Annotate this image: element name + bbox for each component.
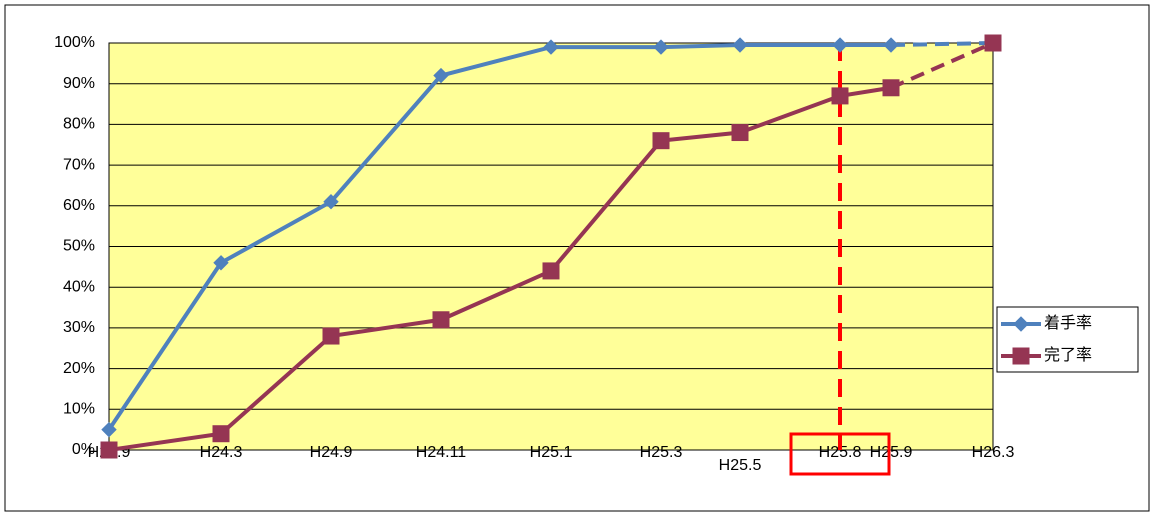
x-tick-label: H25.9 — [870, 444, 913, 461]
legend-marker — [1013, 316, 1029, 332]
marker — [432, 311, 450, 329]
marker — [883, 37, 899, 53]
y-tick-label: 60% — [63, 197, 95, 214]
marker — [101, 421, 117, 438]
marker — [731, 124, 749, 142]
x-tick-label: H24.3 — [200, 444, 243, 461]
marker — [984, 34, 1002, 52]
y-tick-label: 40% — [63, 278, 95, 295]
y-tick-label: 0% — [72, 441, 95, 458]
series-line-dashed — [890, 41, 994, 90]
x-tick-label: H25.5 — [719, 457, 762, 474]
y-tick-label: 80% — [63, 116, 95, 133]
marker — [433, 67, 449, 84]
marker — [542, 262, 560, 280]
marker — [832, 37, 848, 53]
series-line-dashed — [890, 41, 994, 48]
y-tick-label: 50% — [63, 238, 95, 255]
legend-label: 完了率 — [1044, 346, 1092, 364]
marker — [882, 79, 900, 97]
x-tick-label: H25.1 — [530, 444, 573, 461]
marker — [652, 132, 670, 150]
marker — [831, 87, 849, 105]
y-tick-label: 10% — [63, 401, 95, 418]
y-tick-label: 70% — [63, 156, 95, 173]
y-tick-label: 20% — [63, 360, 95, 377]
marker — [323, 194, 339, 210]
legend-marker — [1012, 347, 1030, 365]
marker — [732, 37, 748, 53]
x-tick-label: H24.11 — [416, 444, 467, 461]
y-tick-label: 90% — [63, 75, 95, 92]
x-tick-label: H24.9 — [310, 444, 353, 461]
x-tick-label: H25.8 — [819, 444, 862, 461]
marker — [212, 425, 230, 443]
highlight-box — [789, 432, 891, 476]
y-tick-label: 30% — [63, 319, 95, 336]
x-tick-label: H26.3 — [972, 444, 1015, 461]
marker — [100, 441, 118, 459]
marker — [543, 39, 559, 55]
marker — [213, 255, 229, 271]
legend-label: 着手率 — [1044, 314, 1092, 332]
y-tick-label: 100% — [54, 34, 95, 51]
marker — [322, 327, 340, 345]
x-tick-label: H25.3 — [640, 444, 683, 461]
marker — [653, 39, 669, 55]
